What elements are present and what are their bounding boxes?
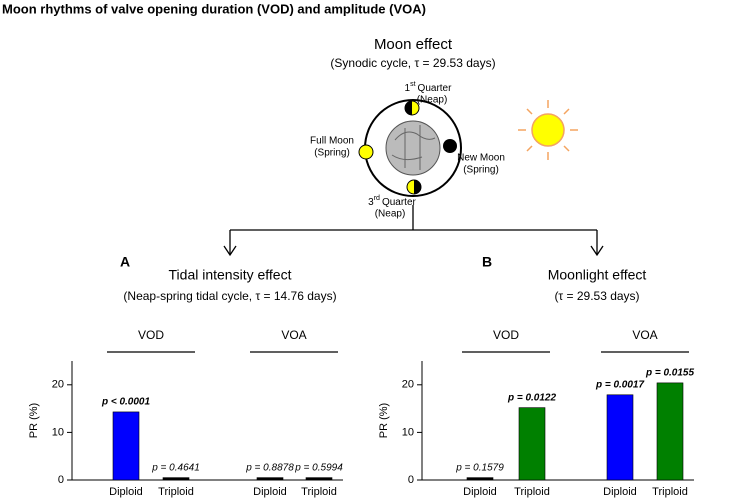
- full-moon-label: Full Moon: [310, 136, 354, 147]
- bar: [162, 477, 190, 481]
- group-label: VOD: [138, 328, 164, 342]
- bar: [305, 477, 333, 481]
- y-axis-title: PR (%): [378, 403, 390, 438]
- new-moon-phase: (Spring): [463, 165, 499, 176]
- earth: [385, 120, 441, 176]
- p-value-label: p < 0.0001: [101, 397, 151, 408]
- y-tick-label: 0: [58, 474, 64, 486]
- third-quarter-label: 3rd Quarter: [368, 195, 416, 208]
- bar: [518, 407, 546, 481]
- p-value-label: p = 0.8878: [245, 462, 294, 473]
- x-tick-label: Triploid: [301, 486, 337, 498]
- panel-title: Moonlight effect: [548, 267, 647, 283]
- bar: [256, 477, 284, 481]
- group-label: VOA: [281, 328, 306, 342]
- moon-third-quarter: [406, 179, 422, 195]
- third-quarter-phase: (Neap): [375, 209, 406, 220]
- moon-first-quarter: [404, 100, 420, 116]
- p-value-label: p = 0.0155: [645, 368, 695, 379]
- x-tick-label: Triploid: [158, 486, 194, 498]
- moon-full: [358, 144, 374, 160]
- panel-title: Tidal intensity effect: [169, 267, 292, 283]
- moon-new: [443, 139, 457, 153]
- earth-grid: [391, 125, 436, 170]
- y-tick-label: 10: [52, 426, 64, 438]
- p-value-label: p = 0.0122: [507, 392, 557, 403]
- x-tick-label: Diploid: [109, 486, 143, 498]
- p-value-label: p = 0.5994: [294, 462, 343, 473]
- x-tick-label: Diploid: [253, 486, 287, 498]
- y-tick-label: 0: [408, 474, 414, 486]
- first-quarter-phase: (Neap): [417, 95, 448, 106]
- p-value-label: p = 0.1579: [455, 462, 504, 473]
- panel-subtitle: (τ = 29.53 days): [554, 289, 639, 303]
- group-label: VOD: [493, 328, 519, 342]
- figure-title: Moon rhythms of valve opening duration (…: [2, 1, 426, 16]
- bar: [606, 394, 634, 481]
- y-axis-title: PR (%): [28, 403, 40, 438]
- p-value-label: p = 0.4641: [151, 462, 200, 473]
- diagram-subtitle: (Synodic cycle, τ = 29.53 days): [330, 56, 495, 70]
- diagram-title: Moon effect: [374, 36, 453, 53]
- bar: [656, 382, 684, 481]
- new-moon-label: New Moon: [457, 153, 505, 164]
- y-tick-label: 20: [402, 379, 414, 391]
- bar: [466, 477, 494, 481]
- sun: [518, 100, 578, 160]
- x-tick-label: Diploid: [603, 486, 637, 498]
- first-quarter-label: 1st Quarter: [405, 81, 453, 94]
- x-tick-label: Diploid: [463, 486, 497, 498]
- connector: [223, 205, 604, 257]
- y-tick-label: 10: [402, 426, 414, 438]
- panel-label: A: [120, 254, 130, 270]
- bar: [112, 411, 140, 481]
- p-value-label: p = 0.0017: [595, 379, 645, 390]
- group-label: VOA: [632, 328, 657, 342]
- x-tick-label: Triploid: [514, 486, 550, 498]
- full-moon-phase: (Spring): [314, 148, 350, 159]
- panel-subtitle: (Neap-spring tidal cycle, τ = 14.76 days…: [123, 289, 336, 303]
- panel-label: B: [482, 254, 492, 270]
- y-tick-label: 20: [52, 379, 64, 391]
- x-tick-label: Triploid: [652, 486, 688, 498]
